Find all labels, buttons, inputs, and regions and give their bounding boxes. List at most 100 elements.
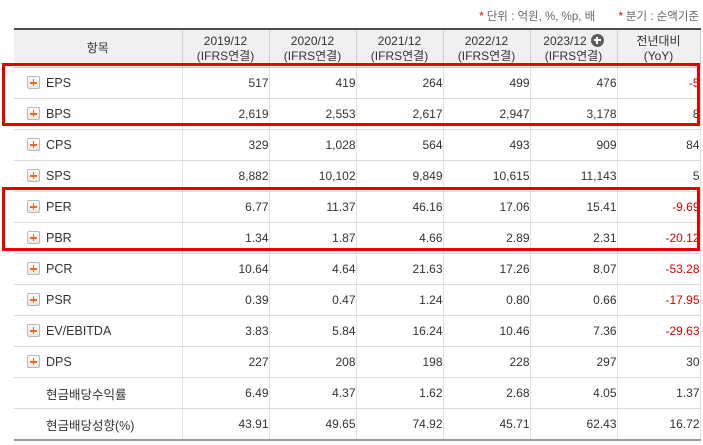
yoy-cell: -17.95 xyxy=(616,284,701,316)
table-row-현금배당수익률: 현금배당수익률 6.49 4.37 1.62 2.68 4.05 1.37 xyxy=(14,377,701,409)
note-unit: * 단위 : 억원, %, %p, 배 xyxy=(479,11,595,23)
yoy-cell: 5 xyxy=(616,160,701,192)
table-row-현금배당성향---: 현금배당성향(%) 43.91 49.65 74.92 45.71 62.43 16.72 xyxy=(14,408,701,441)
note-basis: * 분기 : 순액기준 xyxy=(618,11,699,23)
value-cell: 2,617 xyxy=(355,98,443,130)
add-column-icon[interactable] xyxy=(590,33,604,47)
column-sub-label: (IFRS연결) xyxy=(283,48,342,63)
row-label: CPS xyxy=(46,138,72,152)
row-label-cell: DPS xyxy=(14,346,182,378)
expand-row-icon[interactable] xyxy=(27,324,40,337)
column-sub-label: (IFRS연결) xyxy=(370,48,429,63)
value-cell: 3.83 xyxy=(181,315,269,347)
value-cell: 3,178 xyxy=(529,98,617,130)
expand-row-icon[interactable] xyxy=(27,355,40,368)
column-period-label: 2019/12 xyxy=(203,33,248,48)
value-cell: 909 xyxy=(529,129,617,161)
note-basis-text: 분기 : 순액기준 xyxy=(625,11,699,23)
table-row-PER: PER 6.77 11.37 46.16 17.06 15.41 -9.69 xyxy=(14,191,701,223)
row-label-cell: CPS xyxy=(14,129,182,161)
note-unit-text: 단위 : 억원, %, %p, 배 xyxy=(486,11,596,23)
value-cell: 0.47 xyxy=(268,284,356,316)
value-cell: 21.63 xyxy=(355,253,443,285)
value-cell: 329 xyxy=(181,129,269,161)
expand-row-icon[interactable] xyxy=(27,138,40,151)
yoy-cell: 84 xyxy=(616,129,701,161)
value-cell: 499 xyxy=(442,67,530,99)
expand-row-icon[interactable] xyxy=(27,107,40,120)
column-period-label: 2020/12 xyxy=(290,33,335,48)
value-cell: 2,947 xyxy=(442,98,530,130)
table-row-PCR: PCR 10.64 4.64 21.63 17.26 8.07 -53.28 xyxy=(14,253,701,285)
row-label: PER xyxy=(46,200,72,214)
value-cell: 517 xyxy=(181,67,269,99)
value-cell: 6.49 xyxy=(181,377,269,409)
value-cell: 476 xyxy=(529,67,617,99)
value-cell: 0.66 xyxy=(529,284,617,316)
expand-row-icon[interactable] xyxy=(27,231,40,244)
table-row-EPS: EPS 517 419 264 499 476 -5 xyxy=(14,67,701,99)
value-cell: 2,553 xyxy=(268,98,356,130)
row-label-cell: PBR xyxy=(14,222,182,254)
yoy-cell: 30 xyxy=(616,346,701,378)
value-cell: 264 xyxy=(355,67,443,99)
column-sub-label: (IFRS연결) xyxy=(457,48,516,63)
value-cell: 10.64 xyxy=(181,253,269,285)
table-row-EV-EBITDA: EV/EBITDA 3.83 5.84 16.24 10.46 7.36 -29.63 xyxy=(14,315,701,347)
yoy-cell: 1.37 xyxy=(616,377,701,409)
row-label: PBR xyxy=(46,231,72,245)
value-cell: 419 xyxy=(268,67,356,99)
value-cell: 227 xyxy=(181,346,269,378)
value-cell: 2,619 xyxy=(181,98,269,130)
header-row: 항목 2019/12 (IFRS연결) 2020/12 (IFRS연결) 2021/12… xyxy=(14,29,701,68)
column-period-label: 2022/12 xyxy=(464,33,509,48)
table-row-SPS: SPS 8,882 10,102 9,849 10,615 11,143 5 xyxy=(14,160,701,192)
value-cell: 10,102 xyxy=(268,160,356,192)
row-label-cell: 현금배당수익률 xyxy=(14,377,182,409)
value-cell: 10,615 xyxy=(442,160,530,192)
value-cell: 8.07 xyxy=(529,253,617,285)
row-label-cell: PSR xyxy=(14,284,182,316)
row-label: EV/EBITDA xyxy=(46,324,112,338)
expand-row-icon[interactable] xyxy=(27,169,40,182)
expand-row-icon[interactable] xyxy=(27,262,40,275)
value-cell: 4.64 xyxy=(268,253,356,285)
value-cell: 0.39 xyxy=(181,284,269,316)
expand-row-icon[interactable] xyxy=(27,76,40,89)
row-label: DPS xyxy=(46,355,72,369)
value-cell: 4.37 xyxy=(268,377,356,409)
value-cell: 1.87 xyxy=(268,222,356,254)
value-cell: 564 xyxy=(355,129,443,161)
value-cell: 5.84 xyxy=(268,315,356,347)
column-header-2020-12: 2020/12 (IFRS연결) xyxy=(268,29,356,68)
table-row-DPS: DPS 227 208 198 228 297 30 xyxy=(14,346,701,378)
row-label-cell: EPS xyxy=(14,67,182,99)
column-header-2021-12: 2021/12 (IFRS연결) xyxy=(355,29,443,68)
value-cell: 2.89 xyxy=(442,222,530,254)
row-label: PSR xyxy=(46,293,72,307)
row-label: 현금배당성향(%) xyxy=(46,418,135,433)
table-row-PSR: PSR 0.39 0.47 1.24 0.80 0.66 -17.95 xyxy=(14,284,701,316)
value-cell: 9,849 xyxy=(355,160,443,192)
value-cell: 2.31 xyxy=(529,222,617,254)
row-label: PCR xyxy=(46,262,73,276)
row-label-cell: 현금배당성향(%) xyxy=(14,409,182,441)
yoy-cell: -9.69 xyxy=(616,191,701,223)
value-cell: 4.05 xyxy=(529,377,617,409)
table-row-BPS: BPS 2,619 2,553 2,617 2,947 3,178 8 xyxy=(14,98,701,130)
asterisk-icon: * xyxy=(479,11,484,23)
value-cell: 15.41 xyxy=(529,191,617,223)
row-label: 현금배당수익률 xyxy=(46,387,127,402)
value-cell: 1.24 xyxy=(355,284,443,316)
value-cell: 4.66 xyxy=(355,222,443,254)
value-cell: 10.46 xyxy=(442,315,530,347)
row-label: SPS xyxy=(46,169,72,183)
row-label-cell: SPS xyxy=(14,160,182,192)
value-cell: 17.06 xyxy=(442,191,530,223)
value-cell: 17.26 xyxy=(442,253,530,285)
value-cell: 0.80 xyxy=(442,284,530,316)
expand-row-icon[interactable] xyxy=(27,293,40,306)
expand-row-icon[interactable] xyxy=(27,200,40,213)
table-notes: * 단위 : 억원, %, %p, 배 * 분기 : 순액기준 xyxy=(459,8,699,24)
